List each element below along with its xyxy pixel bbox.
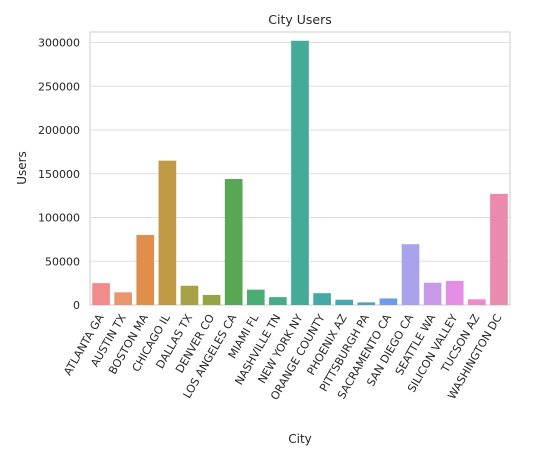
bar [158, 160, 177, 306]
y-tick-label: 200000 [38, 124, 80, 137]
bar [490, 193, 508, 306]
y-tick-labels: 0 50000 100000 150000 200000 250000 300000 [38, 37, 80, 313]
y-tick-label: 0 [73, 299, 80, 312]
y-tick-label: 150000 [38, 168, 80, 181]
x-axis-title: City [288, 432, 312, 446]
y-tick-label: 50000 [45, 255, 80, 268]
bar [379, 298, 398, 305]
bar [445, 280, 464, 305]
y-axis-title: Users [15, 151, 29, 185]
bar [423, 282, 442, 305]
bar [92, 283, 110, 306]
bar [180, 285, 199, 305]
bar [313, 293, 331, 305]
bar [468, 299, 486, 305]
bar [335, 299, 354, 305]
y-tick-label: 250000 [38, 80, 80, 93]
y-tick-label: 300000 [38, 37, 80, 50]
bar [401, 244, 420, 305]
bar [224, 179, 243, 305]
bar [114, 292, 132, 305]
chart-title: City Users [268, 12, 331, 27]
bar [202, 294, 221, 305]
y-tick-label: 100000 [38, 212, 80, 225]
bars [92, 40, 508, 306]
bar [357, 302, 376, 306]
bar [136, 235, 155, 305]
bar [269, 297, 287, 306]
bar [291, 40, 309, 305]
bar [246, 289, 265, 305]
